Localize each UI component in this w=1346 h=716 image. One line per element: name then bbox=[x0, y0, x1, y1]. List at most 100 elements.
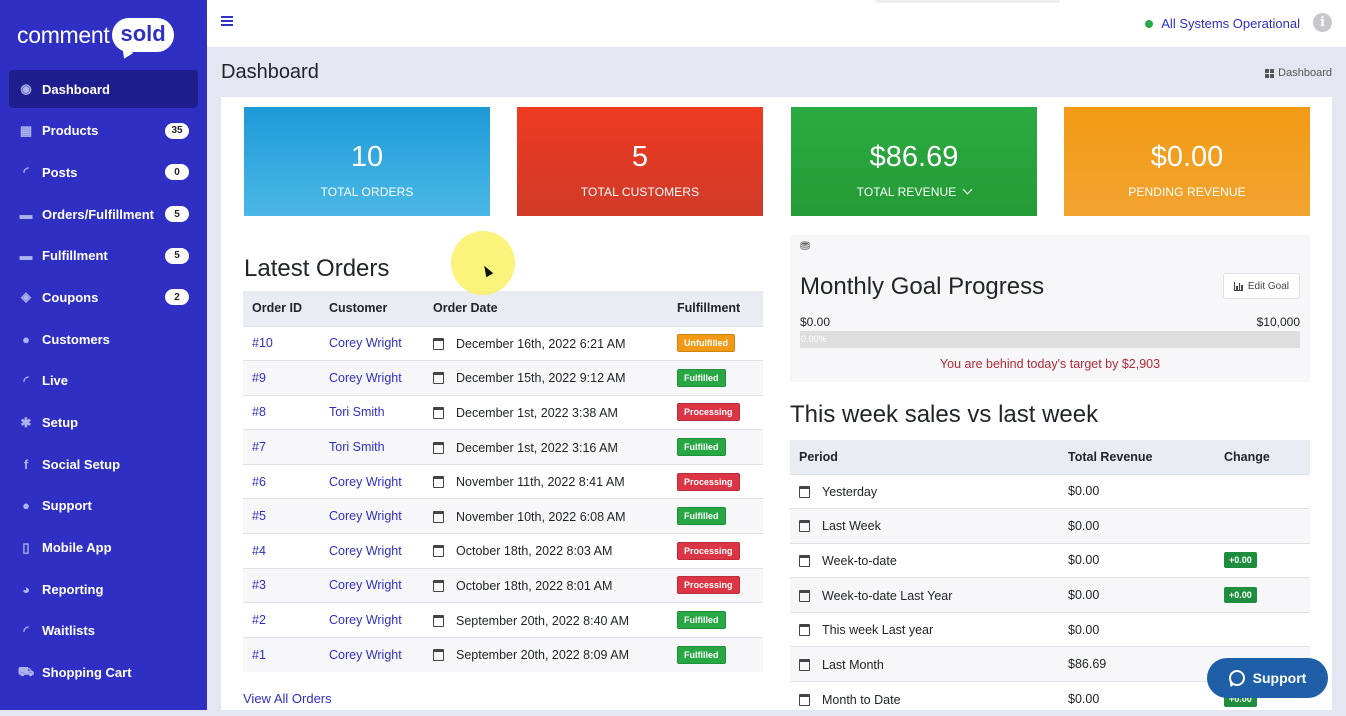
customer-link[interactable]: Tori Smith bbox=[329, 440, 385, 455]
logo-bubble: sold bbox=[112, 18, 174, 52]
sidebar-item-customers[interactable]: ● Customers bbox=[9, 320, 198, 358]
customer-link[interactable]: Tori Smith bbox=[329, 405, 385, 420]
sidebar-item-shopping-cart[interactable]: ⛟ Shopping Cart bbox=[9, 654, 198, 692]
goal-min: $0.00 bbox=[800, 315, 831, 329]
period-cell: Yesterday bbox=[790, 473, 1059, 509]
calendar-icon bbox=[433, 372, 444, 385]
sidebar-item-dashboard[interactable]: ◉ Dashboard bbox=[9, 70, 198, 108]
order-id-link[interactable]: #5 bbox=[252, 509, 266, 524]
order-id-link[interactable]: #1 bbox=[252, 647, 266, 662]
fulfillment-cell: Processing bbox=[668, 394, 763, 430]
sidebar-item-products[interactable]: ▦ Products 35 bbox=[9, 112, 198, 150]
table-row[interactable]: #4 Corey Wright October 18th, 2022 8:03 AM… bbox=[243, 533, 763, 569]
order-id-cell: #7 bbox=[243, 429, 320, 465]
pending-revenue-card[interactable]: $0.00 PENDING REVENUE bbox=[1064, 107, 1310, 216]
status-text: All Systems Operational bbox=[1161, 16, 1300, 31]
edit-goal-button[interactable]: Edit Goal bbox=[1223, 273, 1300, 299]
col-customer: Customer bbox=[320, 291, 424, 326]
week-sales-table: Period Total Revenue Change Yesterday $0.… bbox=[790, 440, 1310, 716]
system-status[interactable]: All Systems Operational bbox=[1145, 16, 1300, 31]
calendar-icon bbox=[433, 476, 444, 489]
info-icon[interactable]: i bbox=[1313, 13, 1332, 32]
col-period: Period bbox=[790, 440, 1059, 474]
table-row[interactable]: #7 Tori Smith December 1st, 2022 3:16 AM Fu… bbox=[243, 429, 763, 465]
sidebar-item-live[interactable]: ◜ Live bbox=[9, 362, 198, 400]
order-id-link[interactable]: #4 bbox=[252, 543, 266, 558]
breadcrumb[interactable]: Dashboard bbox=[1265, 67, 1332, 79]
total-revenue-card[interactable]: $86.69 TOTAL REVENUE bbox=[791, 107, 1037, 216]
col-change: Change bbox=[1215, 440, 1310, 474]
hamburger-icon[interactable] bbox=[221, 16, 233, 26]
sidebar-item-social-setup[interactable]: f Social Setup bbox=[9, 445, 198, 483]
sidebar-item-support[interactable]: ● Support bbox=[9, 487, 198, 525]
order-id-link[interactable]: #7 bbox=[252, 440, 266, 455]
customer-link[interactable]: Corey Wright bbox=[329, 578, 402, 593]
date-cell: December 1st, 2022 3:38 AM bbox=[424, 394, 668, 430]
date-cell: November 11th, 2022 8:41 AM bbox=[424, 463, 668, 499]
sidebar-item-orders-fulfillment[interactable]: ▬ Orders/Fulfillment 5 bbox=[9, 195, 198, 233]
customer-link[interactable]: Corey Wright bbox=[329, 474, 402, 489]
order-id-link[interactable]: #6 bbox=[252, 474, 266, 489]
order-id-link[interactable]: #3 bbox=[252, 578, 266, 593]
status-badge: Fulfilled bbox=[677, 645, 726, 664]
sidebar-item-fulfillment[interactable]: ▬ Fulfillment 5 bbox=[9, 237, 198, 275]
customer-link[interactable]: Corey Wright bbox=[329, 613, 402, 628]
support-button[interactable]: Support bbox=[1207, 658, 1328, 698]
col-order-date: Order Date bbox=[424, 291, 668, 326]
table-row[interactable]: #3 Corey Wright October 18th, 2022 8:01 AM… bbox=[243, 567, 763, 603]
logo[interactable]: comment sold bbox=[0, 0, 207, 70]
order-id-link[interactable]: #8 bbox=[252, 405, 266, 420]
table-row: Yesterday $0.00 bbox=[790, 473, 1310, 509]
customer-cell: Corey Wright bbox=[320, 533, 424, 569]
cursor-highlight bbox=[451, 231, 515, 295]
order-id-link[interactable]: #10 bbox=[252, 336, 273, 351]
table-row[interactable]: #1 Corey Wright September 20th, 2022 8:09 … bbox=[243, 636, 763, 672]
sidebar: comment sold ◉ Dashboard ▦ Products 35 ◜ Posts… bbox=[0, 0, 207, 710]
order-date: October 18th, 2022 8:01 AM bbox=[456, 578, 613, 593]
card-value: 10 bbox=[350, 141, 384, 173]
status-badge: Processing bbox=[677, 472, 740, 491]
fulfillment-cell: Fulfilled bbox=[668, 429, 763, 465]
col-fulfillment: Fulfillment bbox=[668, 291, 763, 326]
sidebar-item-posts[interactable]: ◜ Posts 0 bbox=[9, 153, 198, 191]
table-row[interactable]: #9 Corey Wright December 15th, 2022 9:12 A… bbox=[243, 360, 763, 396]
table-row[interactable]: #10 Corey Wright December 16th, 2022 6:21 … bbox=[243, 325, 763, 361]
user-icon: ● bbox=[22, 331, 30, 347]
table-row[interactable]: #5 Corey Wright November 10th, 2022 6:08 A… bbox=[243, 498, 763, 534]
sidebar-item-coupons[interactable]: ◈ Coupons 2 bbox=[9, 278, 198, 316]
calendar-icon bbox=[799, 693, 810, 706]
sidebar-item-reporting[interactable]: ◕ Reporting bbox=[9, 570, 198, 608]
period-cell: Month to Date bbox=[790, 681, 1059, 716]
rss-icon: ◜ bbox=[23, 622, 29, 638]
table-row[interactable]: #2 Corey Wright September 20th, 2022 8:40 … bbox=[243, 602, 763, 638]
sidebar-item-label: Setup bbox=[42, 415, 79, 430]
top-tab-handle bbox=[875, 0, 1060, 3]
customer-link[interactable]: Corey Wright bbox=[329, 543, 402, 558]
comments-icon: ● bbox=[22, 498, 30, 514]
total-customers-card[interactable]: 5 TOTAL CUSTOMERS bbox=[517, 107, 763, 216]
order-id-cell: #5 bbox=[243, 498, 320, 534]
sidebar-item-mobile-app[interactable]: ▯ Mobile App bbox=[9, 529, 198, 567]
order-id-link[interactable]: #9 bbox=[252, 370, 266, 385]
date-cell: December 15th, 2022 9:12 AM bbox=[424, 360, 668, 396]
truck-icon: ▬ bbox=[19, 206, 33, 222]
calendar-icon bbox=[433, 337, 444, 350]
order-id-link[interactable]: #2 bbox=[252, 613, 266, 628]
total-orders-card[interactable]: 10 TOTAL ORDERS bbox=[244, 107, 490, 216]
customer-link[interactable]: Corey Wright bbox=[329, 336, 402, 351]
table-row[interactable]: #6 Corey Wright November 11th, 2022 8:41 A… bbox=[243, 463, 763, 499]
view-all-orders-link[interactable]: View All Orders bbox=[243, 691, 332, 706]
calendar-icon bbox=[799, 520, 810, 533]
calendar-icon bbox=[433, 441, 444, 454]
sidebar-item-setup[interactable]: ✱ Setup bbox=[9, 404, 198, 442]
table-row[interactable]: #8 Tori Smith December 1st, 2022 3:38 AM Pr… bbox=[243, 394, 763, 430]
sidebar-item-waitlists[interactable]: ◜ Waitlists bbox=[9, 612, 198, 650]
revenue-cell: $0.00 bbox=[1059, 542, 1215, 578]
card-label-row: TOTAL REVENUE bbox=[791, 184, 1037, 199]
customer-link[interactable]: Corey Wright bbox=[329, 509, 402, 524]
table-row: This week Last year $0.00 bbox=[790, 611, 1310, 647]
sidebar-item-label: Fulfillment bbox=[42, 248, 108, 264]
customer-link[interactable]: Corey Wright bbox=[329, 370, 402, 385]
customer-link[interactable]: Corey Wright bbox=[329, 647, 402, 662]
chevron-down-icon[interactable] bbox=[962, 184, 973, 195]
